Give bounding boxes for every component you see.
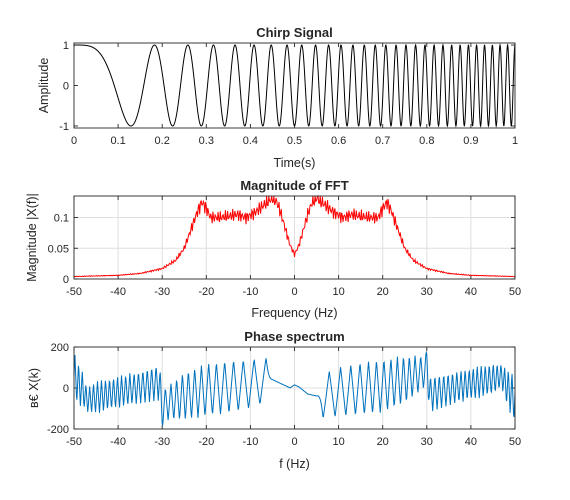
phase-ylabel: в€ X(k) bbox=[27, 368, 41, 408]
fft-xtick-label: -40 bbox=[110, 286, 126, 298]
phase-ytick-label: -200 bbox=[47, 424, 69, 436]
phase-xtick-label: 0 bbox=[291, 436, 297, 448]
chirp-xtick-label: 0.5 bbox=[287, 135, 302, 147]
fft-xtick-label: 40 bbox=[465, 286, 477, 298]
phase-xtick-label: 50 bbox=[509, 436, 521, 448]
chirp-xtick-label: 1 bbox=[512, 135, 518, 147]
fft-xtick-label: 30 bbox=[421, 286, 433, 298]
chirp-ytick-label: -1 bbox=[59, 121, 69, 133]
fft-xticks: -50 -40 -30 -20 -10 0 10 20 30 40 50 bbox=[66, 196, 521, 298]
phase-xtick-label: 10 bbox=[332, 436, 344, 448]
fft-axes-frame bbox=[73, 195, 516, 280]
phase-xlabel: f (Hz) bbox=[279, 457, 310, 471]
fft-xtick-label: -50 bbox=[66, 286, 82, 298]
phase-xtick-label: -20 bbox=[198, 436, 214, 448]
chirp-xlabel: Time(s) bbox=[274, 156, 316, 170]
phase-panel: -50 -40 -30 -20 -10 0 10 20 30 40 50 -200 0 200 Phas… bbox=[27, 329, 521, 471]
chirp-xtick-label: 0.2 bbox=[155, 135, 170, 147]
phase-xtick-label: -40 bbox=[110, 436, 126, 448]
fft-xtick-label: -30 bbox=[154, 286, 170, 298]
chirp-xtick-label: 0.9 bbox=[463, 135, 478, 147]
chirp-xtick-label: 0.6 bbox=[331, 135, 346, 147]
phase-title: Phase spectrum bbox=[244, 329, 344, 344]
phase-ytick-label: 0 bbox=[63, 383, 69, 395]
phase-axes-frame bbox=[73, 346, 516, 430]
chirp-xtick-label: 0 bbox=[71, 135, 77, 147]
chirp-panel: 0 0.1 0.2 0.3 0.4 0.5 0.6 0.7 0.8 0.9 1 -101 Chirp… bbox=[37, 25, 518, 170]
chirp-axes-frame bbox=[73, 42, 516, 129]
fft-ylabel: Magnitude |X(f)| bbox=[25, 193, 39, 281]
chirp-xtick-label: 0.7 bbox=[375, 135, 390, 147]
fft-ytick-label: 0 bbox=[63, 274, 69, 286]
fft-magnitude-panel: -50 -40 -30 -20 -10 0 10 20 30 40 50 0 0.05 0.1 Magn… bbox=[25, 178, 521, 320]
chirp-signal-line bbox=[74, 43, 516, 128]
phase-spectrum-line bbox=[73, 350, 516, 426]
chirp-xtick-label: 0.8 bbox=[419, 135, 434, 147]
chirp-title: Chirp Signal bbox=[256, 25, 333, 40]
fft-xtick-label: -20 bbox=[198, 286, 214, 298]
phase-xtick-label: 40 bbox=[465, 436, 477, 448]
fft-xtick-label: 0 bbox=[291, 286, 297, 298]
chirp-ytick-label: 0 bbox=[63, 81, 69, 93]
chirp-xtick-label: 0.1 bbox=[110, 135, 125, 147]
fft-title: Magnitude of FFT bbox=[240, 178, 348, 193]
chirp-xtick-label: 0.4 bbox=[243, 135, 258, 147]
chirp-xtick-label: 0.3 bbox=[199, 135, 214, 147]
fft-xlabel: Frequency (Hz) bbox=[251, 306, 337, 320]
fft-xtick-label: 20 bbox=[377, 286, 389, 298]
phase-ytick-label: 200 bbox=[51, 342, 69, 354]
phase-xtick-label: -50 bbox=[66, 436, 82, 448]
chirp-ylabel: Amplitude bbox=[37, 58, 51, 114]
phase-xtick-label: -30 bbox=[154, 436, 170, 448]
fft-ytick-label: 0.05 bbox=[48, 243, 69, 255]
fft-ytick-label: 0.1 bbox=[54, 213, 69, 225]
fft-magnitude-line bbox=[73, 194, 516, 278]
phase-xtick-label: 30 bbox=[421, 436, 433, 448]
chirp-xticks: 0 0.1 0.2 0.3 0.4 0.5 0.6 0.7 0.8 0.9 1 bbox=[71, 43, 518, 147]
chirp-ytick-label: 1 bbox=[63, 40, 69, 52]
fft-xtick-label: 10 bbox=[332, 286, 344, 298]
phase-xtick-label: 20 bbox=[377, 436, 389, 448]
fft-xtick-label: 50 bbox=[509, 286, 521, 298]
fft-xtick-label: -10 bbox=[242, 286, 258, 298]
phase-xtick-label: -10 bbox=[242, 436, 258, 448]
